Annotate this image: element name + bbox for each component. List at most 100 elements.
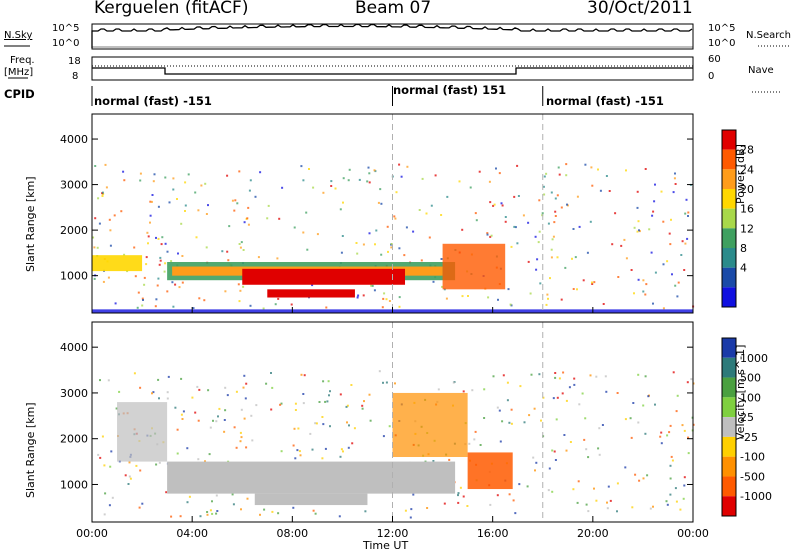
scatter-cell (510, 408, 513, 411)
scatter-cell (687, 215, 689, 217)
scatter-cell (371, 284, 374, 287)
x-tick-label: 08:00 (276, 527, 308, 540)
colorbar-cell (722, 397, 736, 418)
colorbar-cell (722, 357, 736, 378)
scatter-cell (675, 500, 678, 503)
colorbar-tick-label: -25 (740, 431, 758, 444)
scatter-cell (572, 288, 575, 290)
scatter-cell (393, 215, 396, 218)
scatter-cell (277, 512, 280, 515)
scatter-cell (118, 390, 121, 393)
scatter-cell (321, 457, 324, 460)
scatter-cell (534, 235, 537, 238)
scatter-cell (99, 456, 102, 459)
scatter-cell (504, 216, 507, 218)
scatter-cell (367, 166, 370, 169)
scatter-cell (540, 419, 542, 422)
scatter-cell (558, 173, 561, 176)
freq-tick-high: 18 (68, 56, 81, 67)
scatter-cell (159, 259, 162, 262)
scatter-cell (199, 515, 202, 518)
scatter-cell (339, 208, 342, 211)
x-axis-title: Time UT (363, 539, 409, 552)
scatter-cell (329, 425, 331, 428)
scatter-cell (245, 446, 248, 449)
scatter-cell (565, 163, 568, 166)
scatter-cell (240, 436, 243, 439)
scatter-cell (550, 191, 553, 194)
scatter-cell (139, 469, 142, 472)
y-tick-label: 3000 (60, 179, 88, 192)
scatter-cell (388, 300, 391, 302)
scatter-cell (649, 507, 652, 510)
scatter-cell (620, 244, 623, 247)
scatter-cell (172, 305, 175, 308)
scatter-cell (362, 294, 365, 297)
scatter-cell (94, 217, 97, 220)
scatter-cell (328, 394, 330, 397)
scatter-cell (242, 249, 245, 251)
scatter-cell (139, 172, 142, 175)
scatter-cell (532, 456, 535, 459)
scatter-cell (616, 482, 619, 485)
power-early-echo (92, 255, 143, 272)
scatter-cell (625, 169, 627, 172)
scatter-cell (233, 426, 236, 429)
scatter-cell (177, 252, 179, 255)
scatter-cell (654, 183, 656, 186)
scatter-cell (198, 297, 201, 300)
scatter-cell (630, 269, 633, 271)
scatter-cell (101, 435, 104, 438)
scatter-cell (223, 419, 226, 421)
scatter-cell (341, 235, 344, 237)
scatter-cell (432, 460, 435, 462)
scatter-cell (590, 166, 593, 169)
scatter-cell (573, 377, 576, 380)
scatter-cell (182, 410, 185, 413)
scatter-cell (674, 183, 677, 185)
scatter-cell (605, 175, 608, 177)
scatter-cell (315, 422, 318, 425)
scatter-cell (576, 288, 578, 291)
scatter-cell (644, 293, 647, 296)
scatter-cell (683, 429, 686, 432)
colorbar-tick-label: 16 (740, 203, 754, 216)
scatter-cell (676, 394, 679, 397)
scatter-cell (207, 389, 210, 392)
scatter-cell (221, 250, 224, 253)
scatter-cell (297, 427, 300, 430)
scatter-cell (606, 507, 609, 510)
scatter-cell (276, 257, 279, 260)
colorbar-tick-label: -500 (740, 470, 765, 483)
scatter-cell (672, 191, 675, 194)
scatter-cell (560, 298, 563, 301)
scatter-cell (576, 501, 579, 504)
scatter-cell (398, 163, 401, 166)
scatter-cell (652, 210, 655, 213)
scatter-cell (366, 180, 369, 183)
scatter-cell (418, 209, 421, 211)
scatter-cell (459, 486, 462, 489)
scatter-cell (238, 170, 241, 173)
scatter-cell (536, 258, 539, 261)
scatter-cell (104, 492, 107, 495)
scatter-cell (216, 510, 219, 512)
scatter-cell (637, 278, 640, 281)
scatter-cell (534, 469, 536, 472)
scatter-cell (574, 256, 577, 259)
scatter-cell (240, 241, 243, 244)
scatter-cell (662, 263, 665, 266)
scatter-cell (666, 503, 669, 506)
scatter-cell (589, 220, 592, 223)
scatter-cell (179, 515, 182, 518)
scatter-cell (227, 259, 230, 262)
scatter-cell (277, 297, 280, 300)
scatter-cell (110, 450, 113, 453)
scatter-cell (498, 409, 501, 412)
scatter-cell (565, 399, 568, 402)
scatter-cell (595, 375, 598, 378)
scatter-cell (565, 174, 568, 177)
scatter-cell (493, 203, 496, 206)
scatter-cell (474, 212, 477, 215)
scatter-cell (543, 193, 546, 196)
